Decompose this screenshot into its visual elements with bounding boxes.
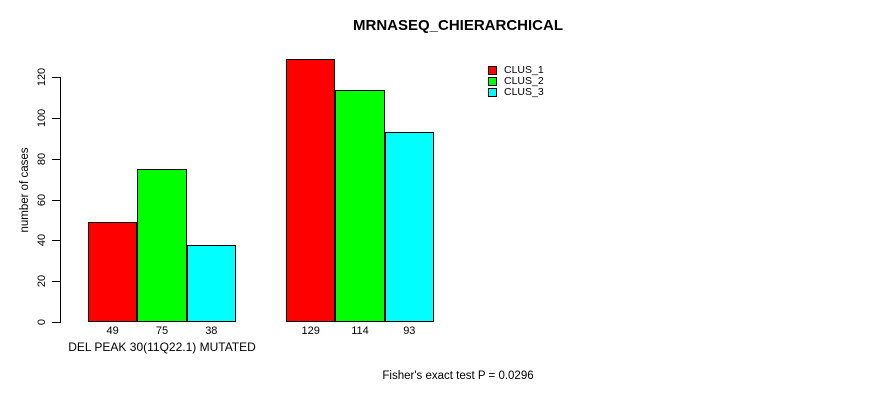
y-axis-tick [52, 240, 60, 242]
annotation-text: Fisher's exact test P = 0.0296 [382, 370, 534, 382]
y-axis-tick-label: 80 [36, 152, 48, 166]
bar-clus_2-group1 [137, 169, 187, 322]
y-axis-tick [52, 281, 60, 283]
bar-value-label: 129 [301, 325, 320, 337]
legend-item-clus_1: CLUS_1 [488, 64, 544, 76]
y-axis-tick [52, 77, 60, 79]
y-axis-tick-label: 0 [36, 318, 48, 326]
legend-item-clus_3: CLUS_3 [488, 86, 544, 98]
bar-clus_1-group2 [286, 59, 336, 322]
y-axis-tick-label: 40 [36, 234, 48, 247]
legend-label: CLUS_1 [504, 64, 544, 76]
bar-value-label: 114 [351, 325, 369, 337]
y-axis-tick-label: 120 [36, 68, 48, 87]
bar-clus_3-group1 [186, 244, 236, 322]
bar-value-label: 75 [155, 325, 169, 337]
x-axis-group-label: DEL PEAK 30(11Q22.1) MUTATED [68, 340, 256, 354]
legend: CLUS_1 CLUS_2 CLUS_3 [488, 64, 544, 98]
chart-title: MRNASEQ_CHIERARCHICAL [352, 17, 564, 34]
y-axis-tick-label: 20 [36, 275, 48, 288]
bar-clus_1-group1 [88, 222, 138, 322]
legend-swatch [488, 77, 497, 86]
y-axis-tick [52, 199, 60, 201]
y-axis-tick-label: 60 [36, 193, 48, 206]
legend-swatch [488, 66, 497, 75]
y-axis-line [60, 77, 61, 323]
y-axis-title: number of cases [19, 147, 31, 233]
bar-value-label: 38 [205, 325, 218, 337]
legend-label: CLUS_3 [504, 86, 544, 98]
legend-swatch [488, 88, 497, 97]
y-axis-tick-label: 100 [36, 108, 48, 128]
legend-label: CLUS_2 [504, 75, 544, 87]
y-axis-tick [52, 118, 60, 120]
y-axis-tick [52, 158, 60, 160]
legend-item-clus_2: CLUS_2 [488, 75, 544, 87]
bar-value-label: 93 [403, 325, 416, 337]
bar-value-label: 49 [106, 325, 119, 337]
bar-clus_3-group2 [384, 132, 434, 322]
y-axis-tick [52, 322, 60, 323]
bar-clus_2-group2 [335, 89, 385, 322]
